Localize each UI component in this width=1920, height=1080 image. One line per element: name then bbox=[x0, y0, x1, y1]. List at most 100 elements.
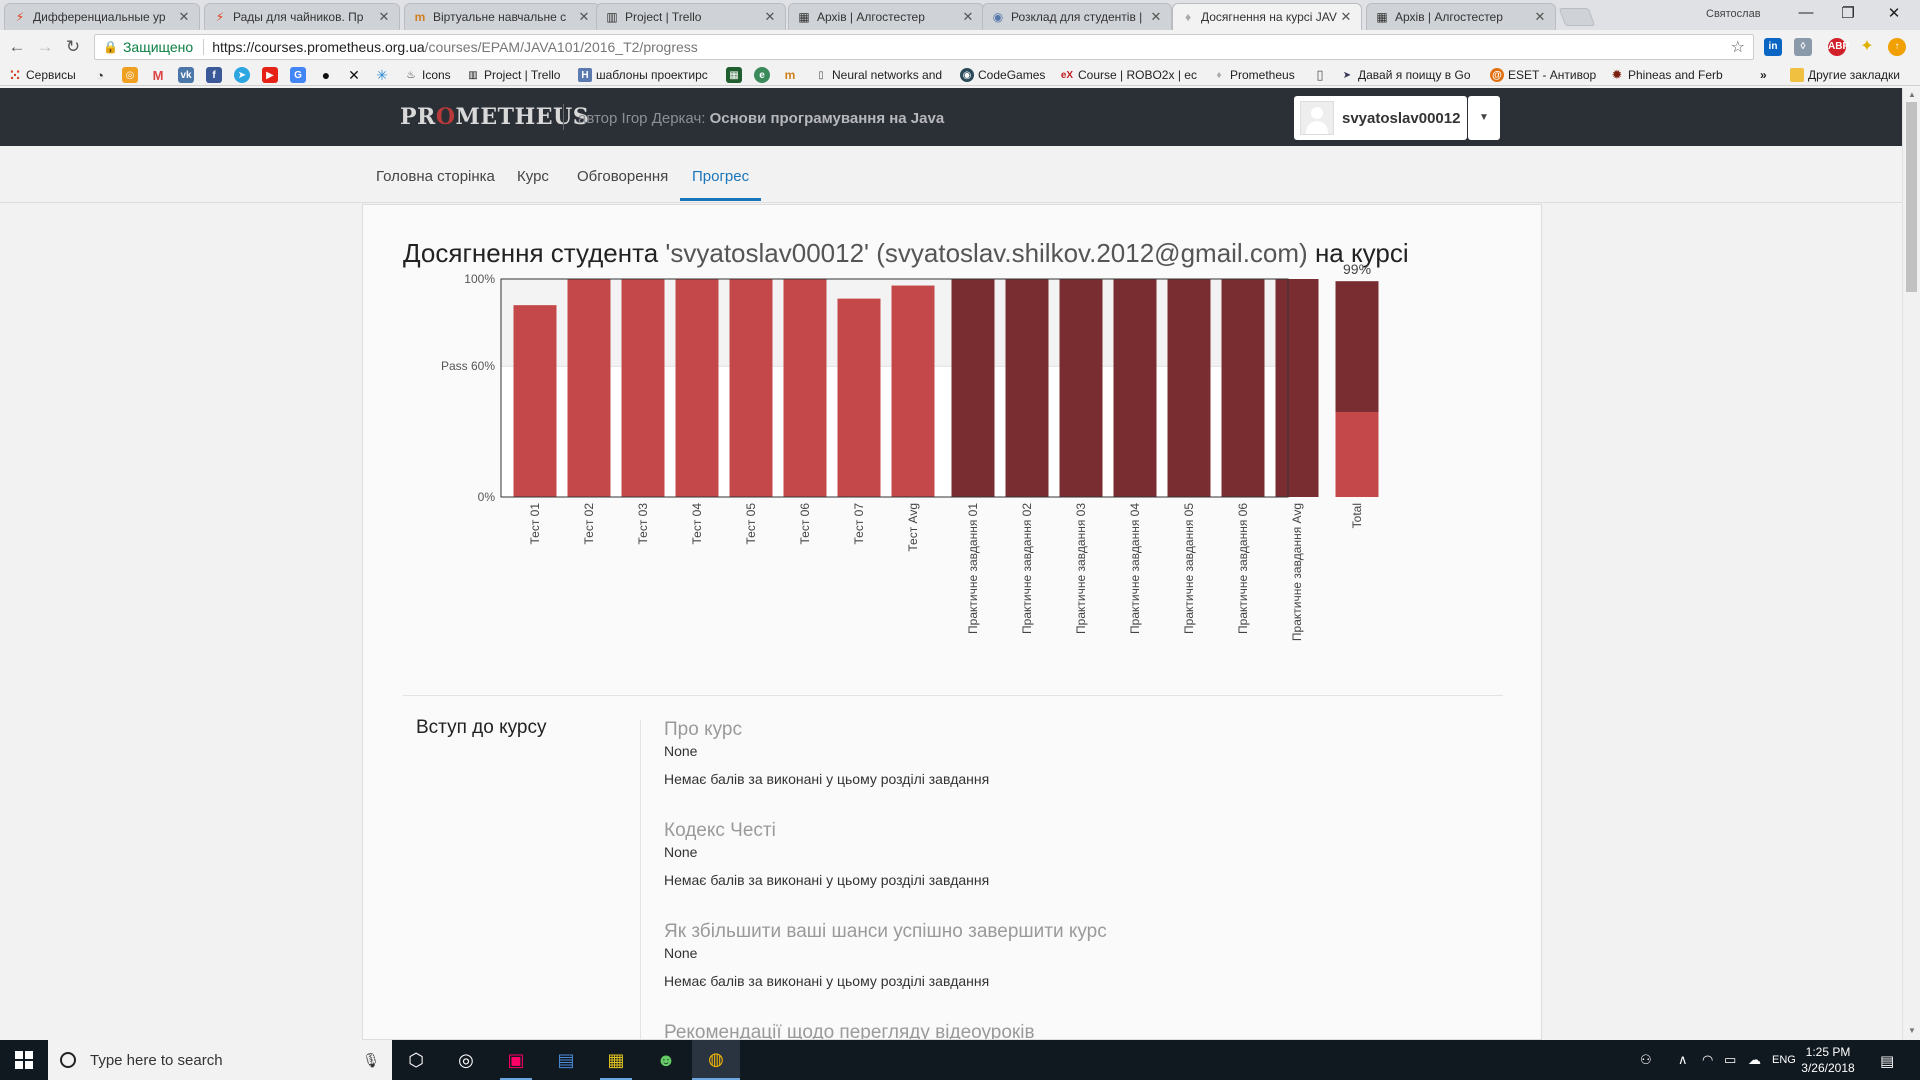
bar bbox=[1275, 279, 1319, 497]
translate-bookmark-icon[interactable]: G bbox=[290, 67, 306, 83]
reload-icon[interactable]: ↻ bbox=[65, 37, 81, 56]
bookmark-icons[interactable]: ♨ Icons bbox=[404, 66, 451, 84]
tab-course[interactable]: Курс bbox=[517, 168, 549, 185]
bar bbox=[729, 279, 773, 497]
bookmarks-more-button[interactable]: » bbox=[1760, 68, 1767, 82]
tab-close-icon[interactable]: ✕ bbox=[764, 9, 776, 24]
adblock-extension-icon[interactable]: ABP bbox=[1828, 38, 1849, 56]
browser-tab-6[interactable]: ◉ Розклад для студентів | ✕ bbox=[982, 3, 1172, 30]
snowflake-bookmark-icon[interactable]: ✳ bbox=[376, 66, 388, 83]
tray-chevron-up-icon[interactable]: ∧ bbox=[1678, 1052, 1688, 1067]
tab-close-icon[interactable]: ✕ bbox=[962, 9, 974, 24]
youtube-bookmark-icon[interactable]: ▶ bbox=[262, 67, 278, 83]
prometheus-logo[interactable]: PROMETHEUS bbox=[400, 104, 589, 130]
browser-tab-7-active[interactable]: ♦ Досягнення на курсі JAV ✕ bbox=[1172, 3, 1362, 30]
taskbar-disk-app-icon[interactable]: ◎ bbox=[458, 1049, 474, 1070]
windows-start-button[interactable] bbox=[0, 1040, 48, 1080]
tab-favicon-icon: ⚡ bbox=[215, 10, 225, 24]
browser-tab-5[interactable]: ▦ Архів | Алгостестер ✕ bbox=[788, 3, 984, 30]
gmail-bookmark-icon[interactable]: M bbox=[152, 67, 164, 83]
update-extension-icon[interactable]: ↑ bbox=[1888, 38, 1906, 56]
bookmark-star-icon[interactable]: ☆ bbox=[1730, 39, 1745, 56]
forward-arrow-icon[interactable]: → bbox=[36, 37, 54, 56]
bookmark-eset[interactable]: @ ESET - Антивор bbox=[1490, 66, 1596, 84]
tab-close-icon[interactable]: ✕ bbox=[578, 9, 590, 24]
page-scrollbar[interactable]: ▲ ▼ bbox=[1902, 88, 1920, 1040]
tab-home[interactable]: Головна сторінка bbox=[376, 168, 495, 185]
user-menu[interactable]: svyatoslav00012 bbox=[1294, 96, 1467, 140]
bookmark-trello[interactable]: ▥ Project | Trello bbox=[466, 66, 560, 84]
m-bookmark-icon[interactable]: m bbox=[784, 68, 796, 82]
taskbar-cube-app-icon[interactable]: ⬡ bbox=[408, 1049, 424, 1070]
vk-bookmark-icon[interactable]: vk bbox=[178, 67, 194, 83]
scroll-up-icon[interactable]: ▲ bbox=[1908, 90, 1916, 99]
subsection-title[interactable]: Як збільшити ваші шанси успішно завершит… bbox=[664, 921, 1107, 942]
e-bookmark-icon[interactable]: e bbox=[754, 67, 770, 83]
shield-extension-icon[interactable]: ◊ bbox=[1794, 38, 1812, 56]
browser-tab-1[interactable]: ⚡ Дифференциальные ур ✕ bbox=[4, 3, 200, 30]
site-header: PROMETHEUS автор Ігор Деркач: Основи про… bbox=[0, 88, 1902, 146]
page-bookmark-icon[interactable]: ▯ bbox=[1316, 67, 1324, 82]
profile-name[interactable]: Святослав bbox=[1706, 8, 1761, 20]
github-bookmark-icon[interactable]: ● bbox=[321, 67, 331, 83]
chevron-down-icon[interactable]: ▼ bbox=[1468, 96, 1500, 140]
telegram-bookmark-icon[interactable]: ➤ bbox=[234, 67, 250, 83]
bookmark-patterns[interactable]: H шаблоны проектирс bbox=[578, 66, 708, 84]
maximize-icon[interactable]: ❐ bbox=[1841, 5, 1855, 22]
gauge-bookmark-icon[interactable]: ◔ bbox=[96, 67, 104, 83]
taskbar-search-input[interactable]: Type here to search 🎙 bbox=[48, 1040, 392, 1080]
system-clock[interactable]: 1:25 PM 3/26/2018 bbox=[1796, 1044, 1860, 1076]
battery-icon[interactable]: ▭ bbox=[1724, 1052, 1737, 1067]
bookmark-neural-networks[interactable]: ▯ Neural networks and bbox=[814, 66, 942, 84]
green-bookmark-icon[interactable]: ▦ bbox=[726, 67, 742, 83]
plot-border bbox=[500, 278, 1289, 498]
taskbar-chrome-icon[interactable]: ◍ bbox=[692, 1040, 740, 1080]
tab-discussion[interactable]: Обговорення bbox=[577, 168, 669, 185]
browser-tab-8[interactable]: ▦ Архів | Алгостестер ✕ bbox=[1366, 3, 1556, 30]
tab-close-icon[interactable]: ✕ bbox=[1150, 9, 1162, 24]
bookmark-phineas[interactable]: ✹ Phineas and Ferb bbox=[1610, 66, 1723, 84]
subsection-note: Немає балів за виконані у цьому розділі … bbox=[664, 771, 990, 787]
bookmark-robo2x[interactable]: eX Course | ROBO2x | ec bbox=[1060, 66, 1197, 84]
cross-bookmark-icon[interactable]: ✕ bbox=[348, 66, 360, 83]
notifications-icon[interactable]: ▤ bbox=[1880, 1053, 1895, 1070]
new-tab-button[interactable] bbox=[1558, 8, 1596, 26]
back-arrow-icon[interactable]: ← bbox=[8, 37, 26, 56]
facebook-bookmark-icon[interactable]: f bbox=[206, 67, 222, 83]
taskbar-intellij-icon[interactable]: ▣ bbox=[492, 1040, 540, 1080]
tab-close-icon[interactable]: ✕ bbox=[178, 9, 190, 24]
tab-close-icon[interactable]: ✕ bbox=[1534, 9, 1546, 24]
url-input[interactable]: 🔒 Защищено https://courses.prometheus.or… bbox=[94, 34, 1754, 60]
bookmark-apps[interactable]: ⁙ Сервисы bbox=[8, 66, 76, 84]
taskbar-save-app-icon[interactable]: ▤ bbox=[557, 1049, 575, 1070]
language-indicator[interactable]: ENG bbox=[1772, 1054, 1796, 1066]
browser-tab-3[interactable]: m Віртуальне навчальне с ✕ bbox=[404, 3, 600, 30]
people-icon[interactable]: ⚇ bbox=[1640, 1052, 1652, 1067]
browser-tab-4[interactable]: ▥ Project | Trello ✕ bbox=[596, 3, 786, 30]
onedrive-icon[interactable]: ☁ bbox=[1748, 1052, 1761, 1067]
scroll-down-icon[interactable]: ▼ bbox=[1908, 1026, 1916, 1035]
bar-total-practical bbox=[1335, 281, 1379, 412]
linkedin-extension-icon[interactable]: in bbox=[1764, 38, 1782, 56]
lightbulb-extension-icon[interactable]: ✦ bbox=[1860, 38, 1874, 55]
bookmark-other[interactable]: Другие закладки bbox=[1790, 66, 1900, 84]
taskbar-tiles-app-icon[interactable]: ▦ bbox=[592, 1040, 640, 1080]
subsection-title[interactable]: Рекомендації щодо перегляду відеоуроків bbox=[664, 1022, 1035, 1040]
bookmark-codegames[interactable]: ◉ CodeGames bbox=[960, 66, 1045, 84]
tab-close-icon[interactable]: ✕ bbox=[1340, 9, 1352, 24]
orange-bookmark-icon[interactable]: ◎ bbox=[122, 67, 138, 83]
tab-close-icon[interactable]: ✕ bbox=[378, 9, 390, 24]
scroll-thumb[interactable] bbox=[1906, 102, 1917, 292]
subsection-title[interactable]: Кодекс Честі bbox=[664, 820, 776, 841]
wifi-icon[interactable]: ◠ bbox=[1702, 1052, 1714, 1067]
minimize-icon[interactable]: — bbox=[1798, 4, 1814, 21]
course-author: автор Ігор Деркач: bbox=[578, 110, 706, 127]
browser-tab-2[interactable]: ⚡ Рады для чайников. Пр ✕ bbox=[204, 3, 400, 30]
microphone-icon[interactable]: 🎙 bbox=[362, 1051, 380, 1068]
tab-progress[interactable]: Прогрес bbox=[692, 168, 750, 185]
window-close-icon[interactable]: ✕ bbox=[1887, 5, 1901, 22]
subsection-title[interactable]: Про курс bbox=[664, 719, 742, 740]
bookmark-lmgtfy[interactable]: ➤ Давай я поищу в Go bbox=[1340, 66, 1471, 84]
taskbar-android-app-icon[interactable]: ☻ bbox=[656, 1049, 676, 1070]
bookmark-prometheus[interactable]: ♦ Prometheus bbox=[1212, 66, 1294, 84]
